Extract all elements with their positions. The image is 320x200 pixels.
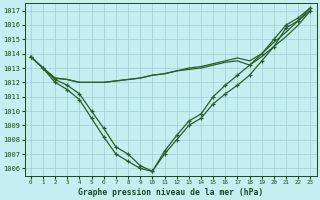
X-axis label: Graphe pression niveau de la mer (hPa): Graphe pression niveau de la mer (hPa) bbox=[78, 188, 263, 197]
